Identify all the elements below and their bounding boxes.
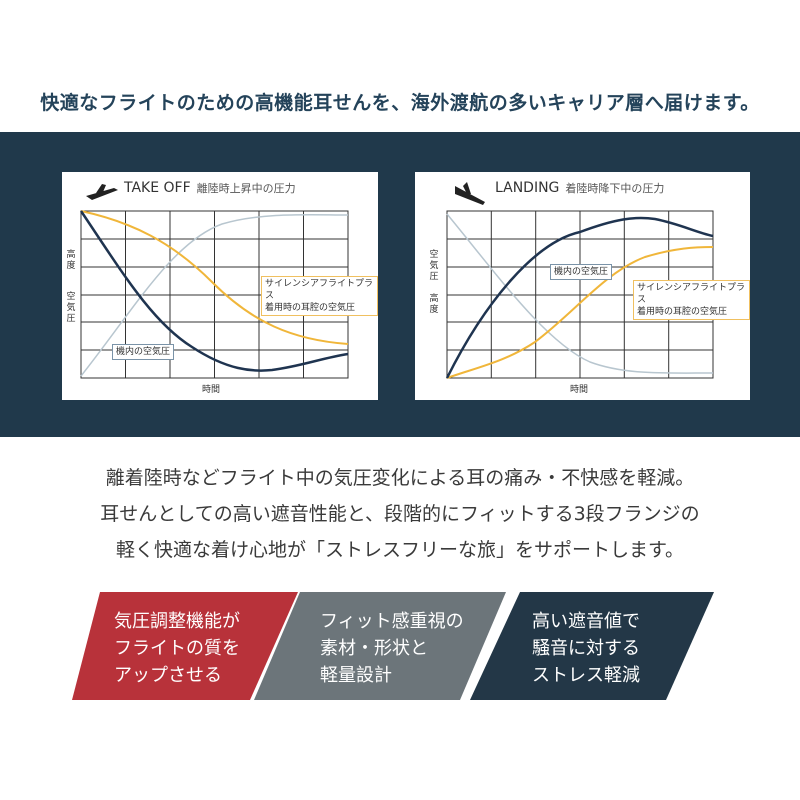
feature-line: 気圧調整機能が bbox=[114, 611, 240, 632]
description-line: 耳せんとしての高い遮音性能と、段階的にフィットする3段フランジの bbox=[100, 503, 700, 525]
headline: 快適なフライトのための高機能耳せんを、海外渡航の多いキャリア層へ届けます。 bbox=[40, 92, 760, 114]
takeoff-chart: TAKE OFF 離陸時上昇中の圧力 高度 空気圧 時間 機内の空気圧 サイレンシ… bbox=[62, 172, 378, 400]
y-label-bottom: 空気圧 bbox=[66, 292, 76, 324]
landing-chart: LANDING 着陸時降下中の圧力 空気圧 高度 時間 機内の空気圧 サイレンシア… bbox=[415, 172, 750, 400]
ear-label-line: 着用時の耳腔の空気圧 bbox=[637, 307, 728, 317]
altitude-line bbox=[80, 213, 349, 377]
feature-bg bbox=[470, 592, 714, 700]
chart-title-jp: 着陸時降下中の圧力 bbox=[565, 182, 665, 195]
feature-noise: 高い遮音値で 騒音に対する ストレス軽減 bbox=[470, 592, 714, 700]
y-label-top: 空気圧 bbox=[429, 250, 439, 282]
feature-line: 高い遮音値で bbox=[532, 611, 640, 632]
feature-pressure: 気圧調整機能が フライトの質を アップさせる bbox=[72, 592, 298, 700]
description-line: 離着陸時などフライト中の気圧変化による耳の痛み・不快感を軽減。 bbox=[105, 467, 695, 489]
y-label-top: 高度 bbox=[66, 250, 76, 271]
ear-pressure-label: サイレンシアフライトプラス着用時の耳腔の空気圧 bbox=[633, 280, 750, 320]
y-label-bottom: 高度 bbox=[429, 294, 439, 315]
grid bbox=[446, 210, 714, 379]
feature-line: アップさせる bbox=[114, 665, 222, 686]
feature-bg bbox=[254, 592, 506, 700]
description: 離着陸時などフライト中の気圧変化による耳の痛み・不快感を軽減。 耳せんとしての高… bbox=[0, 460, 800, 568]
cabin-pressure-label: 機内の空気圧 bbox=[112, 344, 175, 360]
chart-title-jp: 離陸時上昇中の圧力 bbox=[196, 182, 296, 195]
ear-pressure-label: サイレンシアフライトプラス着用時の耳腔の空気圧 bbox=[261, 276, 378, 316]
x-label: 時間 bbox=[202, 385, 221, 395]
ear-pressure-line bbox=[80, 210, 349, 345]
feature-bg bbox=[72, 592, 298, 700]
cabin-pressure-line bbox=[445, 216, 714, 379]
feature-line: ストレス軽減 bbox=[532, 665, 640, 686]
ear-label-line: サイレンシアフライトプラス bbox=[265, 279, 374, 301]
feature-fit: フィット感重視の 素材・形状と 軽量設計 bbox=[254, 592, 506, 700]
chart-title-en: TAKE OFF bbox=[124, 180, 191, 196]
airplane-landing-icon bbox=[455, 182, 485, 205]
cabin-pressure-label: 機内の空気圧 bbox=[550, 264, 613, 280]
cabin-pressure-line bbox=[79, 210, 349, 372]
feature-line: 軽量設計 bbox=[320, 665, 392, 686]
airplane-takeoff-icon bbox=[86, 184, 118, 200]
x-label: 時間 bbox=[570, 385, 589, 395]
ear-label-line: 着用時の耳腔の空気圧 bbox=[265, 303, 356, 313]
feature-line: フィット感重視の bbox=[320, 611, 464, 632]
description-line: 軽く快適な着け心地が「ストレスフリーな旅」をサポートします。 bbox=[115, 539, 685, 561]
ear-label-line: サイレンシアフライトプラス bbox=[637, 283, 746, 305]
chart-title-en: LANDING bbox=[495, 180, 560, 196]
ear-pressure-line bbox=[446, 246, 714, 379]
landing-plot bbox=[445, 182, 714, 379]
feature-line: 騒音に対する bbox=[532, 638, 640, 659]
altitude-line bbox=[446, 213, 714, 374]
feature-line: フライトの質を bbox=[114, 638, 240, 659]
feature-line: 素材・形状と bbox=[320, 638, 428, 659]
